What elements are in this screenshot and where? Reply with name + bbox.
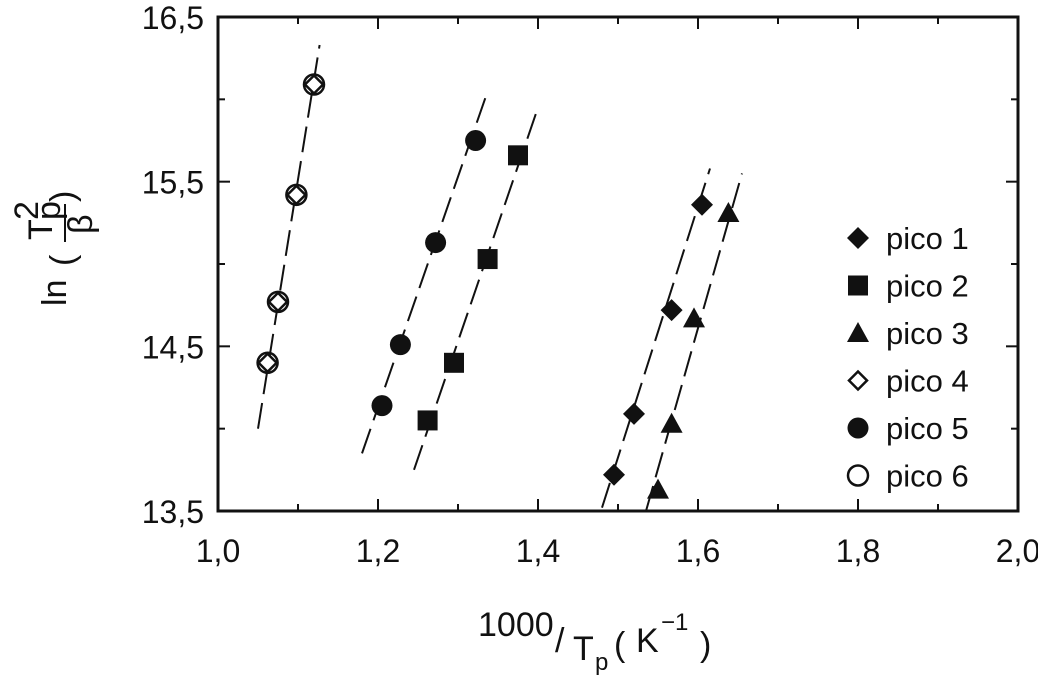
pico-6-legend-label: pico 6 — [886, 459, 969, 494]
x-title-prefix: 1000 — [478, 606, 554, 644]
y-title-num-sup: 2 — [8, 201, 46, 220]
pico-2-point — [477, 249, 498, 270]
pico-6-legend-marker — [846, 464, 870, 487]
y-title-fn: ln — [36, 280, 74, 306]
pico-3-legend-marker — [847, 322, 869, 342]
x-tick-label: 1,2 — [356, 533, 400, 569]
x-tick-label: 1,0 — [196, 533, 240, 569]
y-axis-title: ln ( T 2 p β ) — [8, 191, 100, 306]
pico-4-legend-marker — [847, 369, 869, 392]
pico-4-point — [285, 184, 308, 206]
x-title-close-paren: ) — [700, 626, 711, 664]
axis-ticks: 1,0 1,2 1,4 1,6 1,8 2,0 13,5 14,5 15,5 16,5 — [142, 0, 1038, 569]
pico-2-legend-marker — [848, 275, 868, 296]
x-title-unit: K — [636, 622, 659, 660]
data-markers — [256, 73, 740, 499]
pico-3-point — [683, 307, 705, 328]
pico-5-point — [371, 395, 393, 417]
y-tick-label: 14,5 — [142, 329, 204, 365]
x-title-open-paren: ( — [614, 626, 626, 664]
y-title-num-sub: p — [30, 201, 68, 220]
pico-5-point — [425, 232, 447, 254]
y-title-open-paren: ( — [44, 254, 82, 266]
pico-4-point — [303, 73, 325, 96]
pico-4-fit-line — [257, 44, 321, 429]
x-tick-label: 1,4 — [516, 533, 560, 569]
pico-1-fit-line — [601, 168, 711, 509]
pico-3-point — [660, 412, 683, 433]
y-title-num: T — [22, 219, 60, 240]
y-title-den: β — [62, 214, 100, 234]
pico-1-point — [603, 463, 625, 486]
pico-5-legend-marker — [847, 417, 869, 439]
pico-5-fit-line — [361, 95, 487, 454]
pico-1-legend-marker — [847, 227, 869, 249]
legend: pico 1 pico 2 pico 3 pico 4 pico 5 pico 6 — [846, 221, 969, 494]
y-title-close-paren: ) — [44, 191, 82, 202]
pico-5-point — [465, 130, 487, 151]
pico-4-legend-label: pico 4 — [886, 364, 969, 399]
pico-1-legend-label: pico 1 — [886, 221, 969, 256]
pico-4-point — [267, 291, 289, 313]
x-title-var: T — [573, 630, 594, 668]
y-tick-label: 15,5 — [142, 165, 204, 201]
x-title-var-sub: p — [595, 649, 608, 676]
pico-2-point — [444, 352, 464, 373]
pico-5-point — [389, 334, 411, 356]
x-tick-label: 1,6 — [676, 533, 720, 569]
pico-2-point — [508, 145, 528, 166]
pico-2-legend-label: pico 2 — [886, 269, 969, 304]
pico-3-point — [647, 478, 669, 499]
x-axis-title: 1000 / T p ( K −1 ) — [478, 606, 711, 676]
pico-1-point — [691, 193, 713, 216]
pico-3-fit-line — [645, 173, 743, 512]
y-tick-label: 13,5 — [142, 494, 204, 530]
pico-3-point — [717, 201, 740, 222]
pico-1-point — [623, 402, 645, 425]
y-tick-label: 16,5 — [142, 0, 204, 36]
pico-4-point — [256, 352, 279, 374]
pico-1-point — [660, 299, 683, 322]
pico-5-legend-label: pico 5 — [886, 411, 969, 446]
x-title-slash: / — [555, 622, 565, 660]
x-title-unit-sup: −1 — [661, 609, 688, 636]
pico-3-legend-label: pico 3 — [886, 316, 969, 351]
x-tick-label: 1,8 — [836, 533, 880, 569]
pico-2-point — [417, 410, 438, 431]
pico-2-fit-line — [413, 107, 539, 471]
fit-lines — [257, 44, 743, 512]
x-tick-label: 2,0 — [996, 533, 1038, 569]
